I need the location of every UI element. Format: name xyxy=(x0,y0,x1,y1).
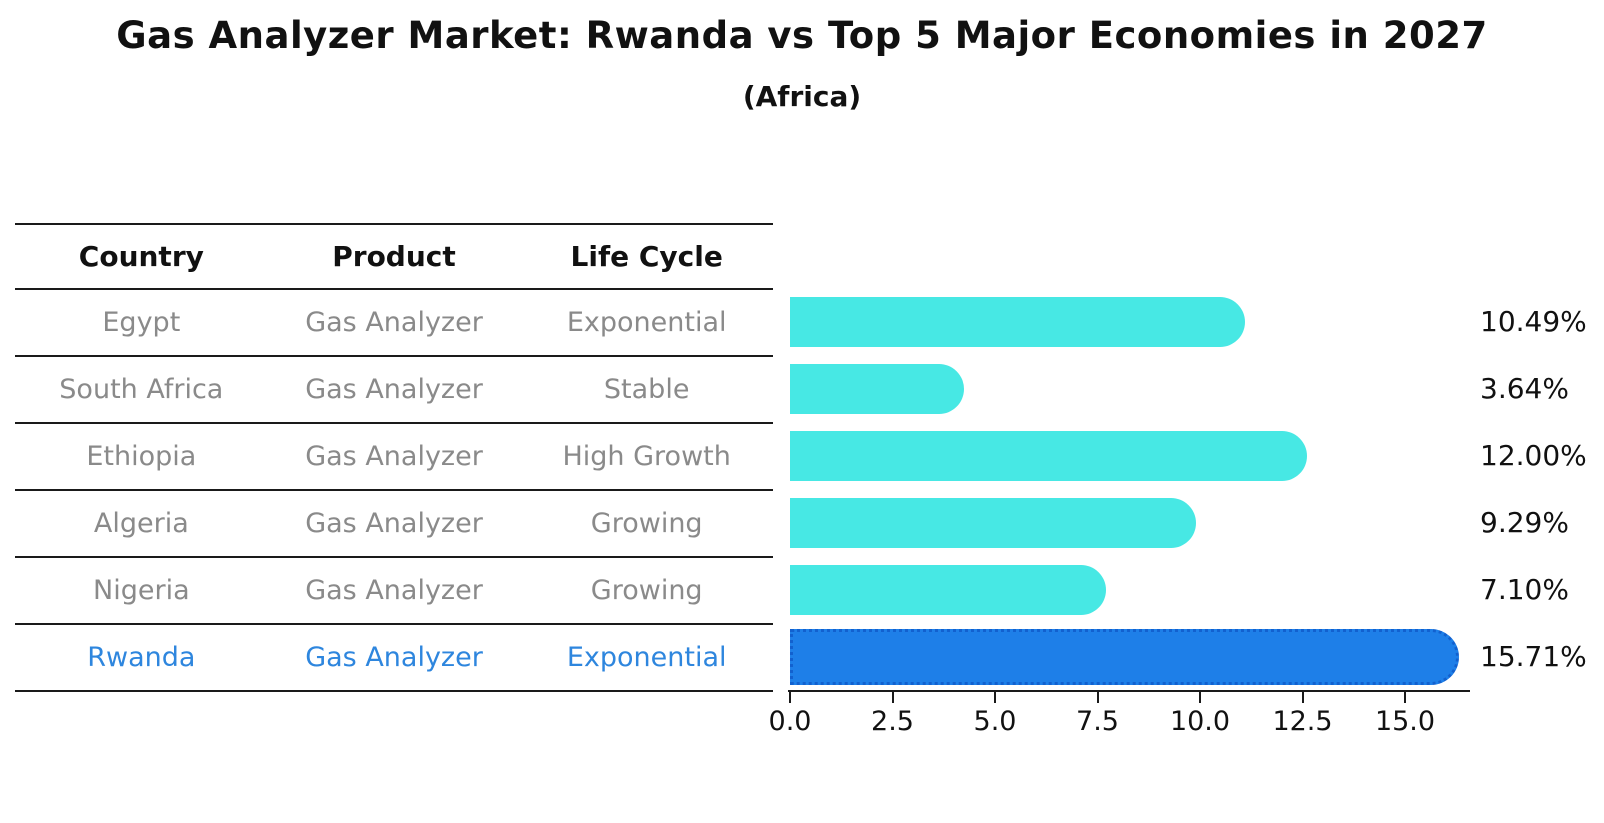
x-axis-tick-label: 5.0 xyxy=(973,706,1017,737)
chart-title: Gas Analyzer Market: Rwanda vs Top 5 Maj… xyxy=(116,14,1488,57)
x-axis-tick-label: 10.0 xyxy=(1169,706,1231,737)
table-row: Nigeria Gas Analyzer Growing xyxy=(15,558,773,625)
x-axis-tick-label: 7.5 xyxy=(1076,706,1119,737)
x-axis-tick-label: 15.0 xyxy=(1374,706,1436,737)
column-header-life-cycle: Life Cycle xyxy=(570,240,723,273)
cell-life-cycle: Exponential xyxy=(566,642,727,673)
bar-rwanda xyxy=(790,628,1459,685)
bar-row xyxy=(790,288,1468,355)
x-axis-tick-label: 2.5 xyxy=(871,706,914,737)
x-axis-tick-mark xyxy=(1199,692,1201,703)
table-row: Algeria Gas Analyzer Growing xyxy=(15,491,773,558)
x-axis-tick-mark xyxy=(789,692,791,703)
bar-value-label: 10.49% xyxy=(1480,305,1587,338)
bar-value-label: 15.71% xyxy=(1480,640,1587,673)
cell-country: South Africa xyxy=(59,374,224,405)
bar-row xyxy=(790,623,1468,690)
cell-product: Gas Analyzer xyxy=(305,374,483,405)
cell-country: Algeria xyxy=(93,508,189,539)
bar-egypt xyxy=(790,296,1245,347)
x-axis-tick-label: 12.5 xyxy=(1272,706,1333,737)
bar-nigeria xyxy=(790,564,1106,615)
x-axis-line xyxy=(788,690,1470,692)
bar-row xyxy=(790,489,1468,556)
bar-row xyxy=(790,422,1468,489)
cell-life-cycle: High Growth xyxy=(562,441,731,472)
bar-value-label: 12.00% xyxy=(1480,439,1587,472)
bar-value-label: 7.10% xyxy=(1480,573,1569,606)
cell-country: Nigeria xyxy=(93,575,190,606)
column-header-product: Product xyxy=(332,240,456,273)
bar-south-africa xyxy=(790,363,964,414)
cell-life-cycle: Growing xyxy=(590,508,703,539)
cell-country: Egypt xyxy=(102,307,181,338)
table-header-row: Country Product Life Cycle xyxy=(15,225,773,290)
cell-life-cycle: Exponential xyxy=(566,307,727,338)
bar-value-label: 3.64% xyxy=(1480,372,1569,405)
bar-value-label: 9.29% xyxy=(1480,506,1569,539)
x-axis-tick-mark xyxy=(1096,692,1099,703)
column-header-country: Country xyxy=(78,240,204,273)
cell-country: Rwanda xyxy=(87,642,196,673)
x-axis-tick-mark xyxy=(891,692,894,703)
cell-life-cycle: Stable xyxy=(603,374,690,405)
bar-chart-plot-area: 0.0 2.5 5.0 7.5 10.0 12.5 15.0 xyxy=(769,288,1470,737)
bar-ethiopia xyxy=(790,430,1307,481)
x-axis-tick-label: 0.0 xyxy=(768,706,812,737)
table-row: Rwanda Gas Analyzer Exponential xyxy=(15,625,773,692)
x-axis-tick-mark xyxy=(994,692,996,703)
table-row: Ethiopia Gas Analyzer High Growth xyxy=(15,424,773,491)
bar-row xyxy=(790,355,1468,422)
cell-product: Gas Analyzer xyxy=(305,441,483,472)
table-body: Egypt Gas Analyzer Exponential South Africa… xyxy=(15,290,773,692)
bar-row xyxy=(790,556,1468,623)
chart-subtitle: (Africa) xyxy=(742,80,862,113)
cell-product: Gas Analyzer xyxy=(305,642,483,673)
table-row: Egypt Gas Analyzer Exponential xyxy=(15,290,773,357)
x-axis-tick-mark xyxy=(1301,692,1304,703)
cell-product: Gas Analyzer xyxy=(305,307,483,338)
cell-country: Ethiopia xyxy=(86,441,197,472)
table-row: South Africa Gas Analyzer Stable xyxy=(15,357,773,424)
cell-life-cycle: Growing xyxy=(590,575,703,606)
country-table: Country Product Life Cycle Egypt Gas Anal… xyxy=(15,223,773,692)
x-axis-tick-mark xyxy=(1404,692,1406,703)
bar-algeria xyxy=(790,497,1196,548)
cell-product: Gas Analyzer xyxy=(305,508,483,539)
cell-product: Gas Analyzer xyxy=(305,575,483,606)
